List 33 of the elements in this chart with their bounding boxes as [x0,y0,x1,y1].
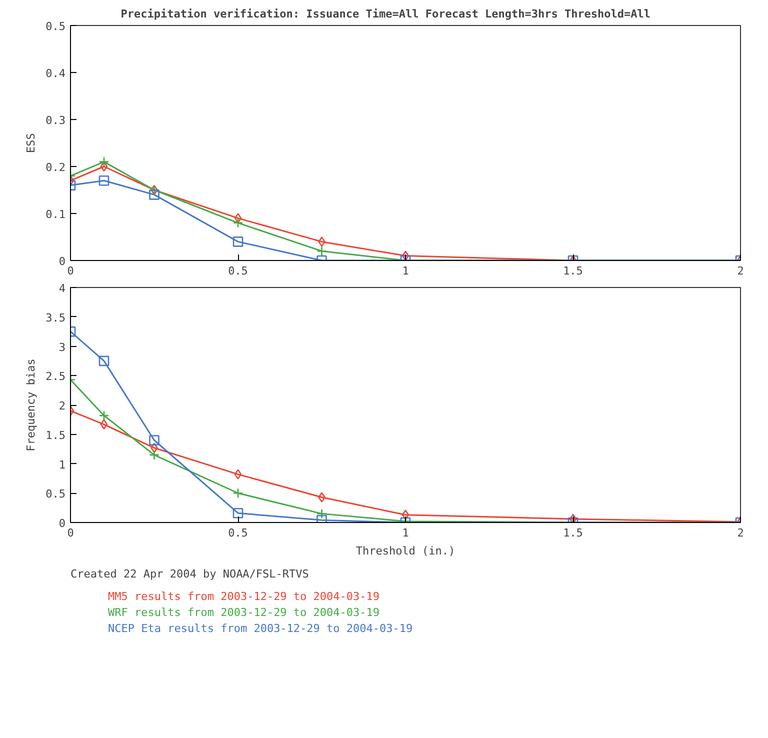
y-tick-label: 1 [58,458,66,472]
y-tick-label: 1.5 [46,428,66,442]
x-axis-title: Threshold (in.) [356,544,456,558]
y-tick-label: 0.5 [46,20,66,33]
y-tick-label: 0.5 [46,488,66,501]
x-tick-label: 2 [737,264,744,278]
y-tick-label: 3.5 [46,311,66,324]
x-tick-label: 0.5 [228,264,248,278]
text: NCEP Eta results from 2003-12-29 to 2004-03-19 [108,621,413,635]
y-tick-label: 4 [58,282,66,295]
chart-title: Precipitation verification: Issuance Time=All Forecast Length=3hrs Threshold=All [120,8,651,20]
y-tick-label: 0.1 [46,208,66,221]
x-tick-label: 0 [67,264,74,278]
y-tick-label: 0 [58,517,66,530]
y-axis-title: ESS [24,133,38,153]
y-tick-label: 2 [58,400,66,412]
y-tick-label: 0.2 [46,161,66,174]
y-axis-title: Frequency bias [24,358,38,452]
x-tick-label: 1 [402,264,409,278]
text: WRF results from 2003-12-29 to 2004-03-19 [108,605,380,619]
x-tick-label: 1.5 [563,526,583,540]
text: Created 22 Apr 2004 by NOAA/FSL-RTVS [70,568,309,580]
x-tick-label: 2 [737,526,744,540]
y-tick-label: 0.3 [46,114,66,127]
text: MM5 results from 2003-12-29 to 2004-03-19 [108,589,380,603]
y-tick-label: 3 [58,340,66,354]
x-tick-label: 1.5 [563,264,583,278]
y-tick-label: 0.4 [46,67,66,80]
x-tick-label: 1 [402,526,409,540]
x-tick-label: 0.5 [228,526,248,540]
x-tick-label: 0 [67,526,74,540]
y-tick-label: 0 [58,255,66,268]
y-tick-label: 2.5 [46,370,66,384]
